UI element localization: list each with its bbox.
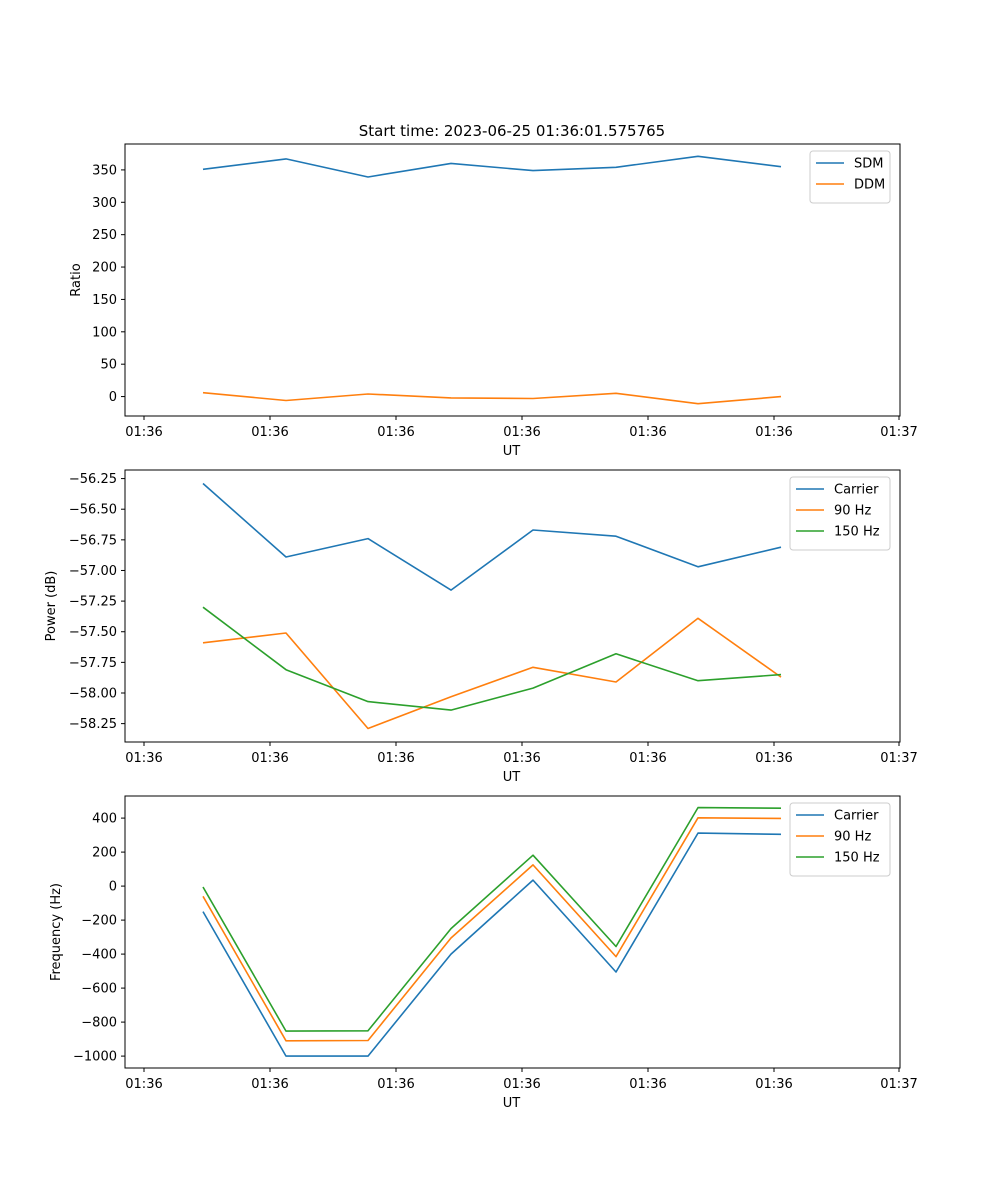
y-tick-label: 100 xyxy=(92,325,117,340)
y-tick-label: −56.75 xyxy=(69,533,117,548)
x-tick-label: 01:36 xyxy=(629,751,666,766)
y-tick-label: −800 xyxy=(81,1016,117,1031)
x-tick-label: 01:36 xyxy=(125,1077,162,1092)
x-tick-label: 01:36 xyxy=(629,425,666,440)
y-tick-label: 150 xyxy=(92,293,117,308)
x-tick-label: 01:36 xyxy=(503,751,540,766)
x-tick-label: 01:36 xyxy=(503,425,540,440)
y-tick-label: −57.00 xyxy=(69,564,117,579)
series-line-150-hz xyxy=(202,606,782,711)
y-tick-label: 200 xyxy=(92,846,117,861)
x-tick-label: 01:36 xyxy=(755,425,792,440)
legend: Carrier 90 Hz 150 Hz xyxy=(789,802,891,877)
y-tick-label: −400 xyxy=(81,948,117,963)
x-tick-label: 01:36 xyxy=(629,1077,666,1092)
x-tick-label: 01:36 xyxy=(251,425,288,440)
legend-label: Carrier xyxy=(834,809,879,824)
y-tick-label: 250 xyxy=(92,228,117,243)
x-tick-label: 01:36 xyxy=(251,1077,288,1092)
series-line-90-hz xyxy=(202,617,782,730)
series-line-sdm xyxy=(202,155,782,178)
y-tick-label: 300 xyxy=(92,196,117,211)
y-tick-label: 400 xyxy=(92,812,117,827)
x-tick-label: 01:36 xyxy=(755,1077,792,1092)
plot-frame xyxy=(124,469,901,743)
y-tick-label: 200 xyxy=(92,261,117,276)
x-tick-label: 01:36 xyxy=(125,425,162,440)
y-tick-label: 50 xyxy=(100,358,117,373)
chart-panel-3: 01:36 01:36 01:36 01:36 01:36 01:36 01:37 400 20… xyxy=(49,795,918,1111)
series-line-carrier xyxy=(202,482,782,591)
y-tick-label: −57.50 xyxy=(69,625,117,640)
legend-label: 150 Hz xyxy=(834,525,880,540)
y-axis-label: Frequency (Hz) xyxy=(49,883,64,981)
y-tick-label: −56.50 xyxy=(69,503,117,518)
x-tick-label: 01:36 xyxy=(251,751,288,766)
legend-label: 90 Hz xyxy=(834,504,871,519)
x-tick-label: 01:36 xyxy=(377,425,414,440)
x-axis-label: UT xyxy=(503,1096,521,1111)
legend: SDM DDM xyxy=(809,150,891,204)
x-tick-label: 01:36 xyxy=(125,751,162,766)
x-axis-label: UT xyxy=(503,444,521,459)
y-tick-label: 0 xyxy=(109,390,117,405)
x-tick-label: 01:37 xyxy=(880,751,917,766)
y-tick-label: −58.00 xyxy=(69,686,117,701)
x-tick-label: 01:37 xyxy=(880,1077,917,1092)
y-axis-label: Power (dB) xyxy=(44,571,59,642)
legend-label: Carrier xyxy=(834,483,879,498)
legend-label: 150 Hz xyxy=(834,851,880,866)
x-tick-label: 01:36 xyxy=(755,751,792,766)
panels: 01:36 01:36 01:36 01:36 01:36 01:36 01:37 0 50 10… xyxy=(44,143,918,1111)
series-line-150-hz xyxy=(202,806,782,1032)
y-tick-label: −58.25 xyxy=(69,717,117,732)
y-tick-label: −200 xyxy=(81,914,117,929)
plot-frame xyxy=(124,143,901,417)
legend-box xyxy=(809,150,891,204)
x-tick-label: 01:36 xyxy=(503,1077,540,1092)
y-tick-label: −600 xyxy=(81,982,117,997)
y-axis-label: Ratio xyxy=(69,263,84,296)
series-line-ddm xyxy=(202,391,782,405)
y-tick-label: 350 xyxy=(92,163,117,178)
y-tick-label: 0 xyxy=(109,880,117,895)
series-line-carrier xyxy=(202,832,782,1057)
legend-label: DDM xyxy=(854,178,885,193)
figure-title: Start time: 2023-06-25 01:36:01.575765 xyxy=(359,122,665,140)
y-tick-label: −57.25 xyxy=(69,595,117,610)
legend: Carrier 90 Hz 150 Hz xyxy=(789,476,891,551)
x-tick-label: 01:37 xyxy=(880,425,917,440)
series-line-90-hz xyxy=(202,816,782,1042)
chart-panel-2: 01:36 01:36 01:36 01:36 01:36 01:36 01:37 −56.2… xyxy=(44,469,918,785)
legend-label: SDM xyxy=(854,157,883,172)
x-axis-label: UT xyxy=(503,770,521,785)
plot-frame xyxy=(124,795,901,1069)
legend-label: 90 Hz xyxy=(834,830,871,845)
y-tick-label: −57.75 xyxy=(69,656,117,671)
y-tick-label: −1000 xyxy=(73,1050,117,1065)
y-tick-label: −56.25 xyxy=(69,472,117,487)
x-tick-label: 01:36 xyxy=(377,1077,414,1092)
chart-panel-1: 01:36 01:36 01:36 01:36 01:36 01:36 01:37 0 50 10… xyxy=(69,143,918,459)
x-tick-label: 01:36 xyxy=(377,751,414,766)
